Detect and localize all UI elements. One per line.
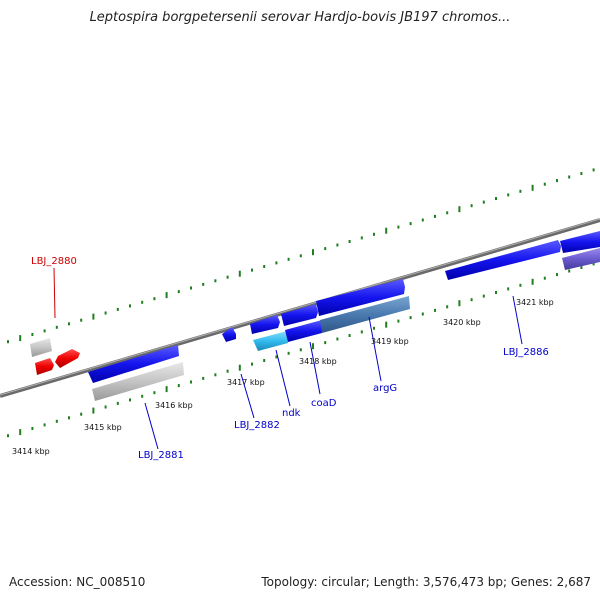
tick-label-3420: 3420 kbp: [443, 318, 481, 327]
gene-blue-6[interactable]: [560, 231, 600, 253]
gene-blue-small[interactable]: [222, 327, 236, 342]
gene-lbj2881-blue[interactable]: [88, 345, 179, 383]
reverse-strand-features: [30, 231, 600, 375]
tick-label-3421: 3421 kbp: [516, 298, 554, 307]
gene-blue-4[interactable]: [316, 279, 405, 316]
map-title: Leptospira borgpetersenii serovar Hardjo…: [89, 10, 511, 25]
gene-lbj2880-grey[interactable]: [30, 338, 52, 357]
tick-label-3419: 3419 kbp: [371, 337, 409, 346]
gene-lbj2882-cyan[interactable]: [253, 331, 288, 351]
gene-label-ndk[interactable]: ndk: [282, 408, 301, 419]
gene-purple[interactable]: [562, 248, 600, 270]
gene-red-1[interactable]: [35, 358, 54, 375]
gene-label-lbj2880[interactable]: LBJ_2880: [31, 256, 77, 267]
position-ruler: [7, 168, 595, 438]
gene-blue-2[interactable]: [250, 315, 280, 334]
gene-label-lbj2881[interactable]: LBJ_2881: [138, 450, 184, 461]
gene-label-lbj2882[interactable]: LBJ_2882: [234, 420, 280, 431]
tick-labels: 3414 kbp 3415 kbp 3416 kbp 3417 kbp 3418…: [12, 298, 554, 456]
tick-label-3415: 3415 kbp: [84, 423, 122, 432]
gene-label-coad[interactable]: coaD: [311, 398, 337, 409]
gene-ndk[interactable]: [285, 320, 322, 342]
forward-strand-features: [88, 248, 600, 401]
tick-label-3417: 3417 kbp: [227, 378, 265, 387]
gene-red-2[interactable]: [55, 349, 80, 368]
tick-label-3414: 3414 kbp: [12, 447, 50, 456]
chromosome-backbone: [0, 218, 600, 398]
gene-blue-3[interactable]: [281, 304, 318, 326]
accession-text: Accession: NC_008510: [9, 575, 146, 589]
tick-label-3416: 3416 kbp: [155, 401, 193, 410]
gene-blue-5[interactable]: [445, 240, 561, 280]
gene-label-lbj2886[interactable]: LBJ_2886: [503, 347, 549, 358]
topology-summary: Topology: circular; Length: 3,576,473 bp…: [261, 575, 591, 589]
gene-callouts: LBJ_2880 LBJ_2881 LBJ_2882 ndk coaD argG…: [31, 256, 549, 461]
gene-label-argg[interactable]: argG: [373, 383, 397, 394]
gene-lbj2881-grey[interactable]: [92, 362, 184, 401]
tick-label-3418: 3418 kbp: [299, 357, 337, 366]
gene-coad-argg[interactable]: [320, 296, 410, 333]
